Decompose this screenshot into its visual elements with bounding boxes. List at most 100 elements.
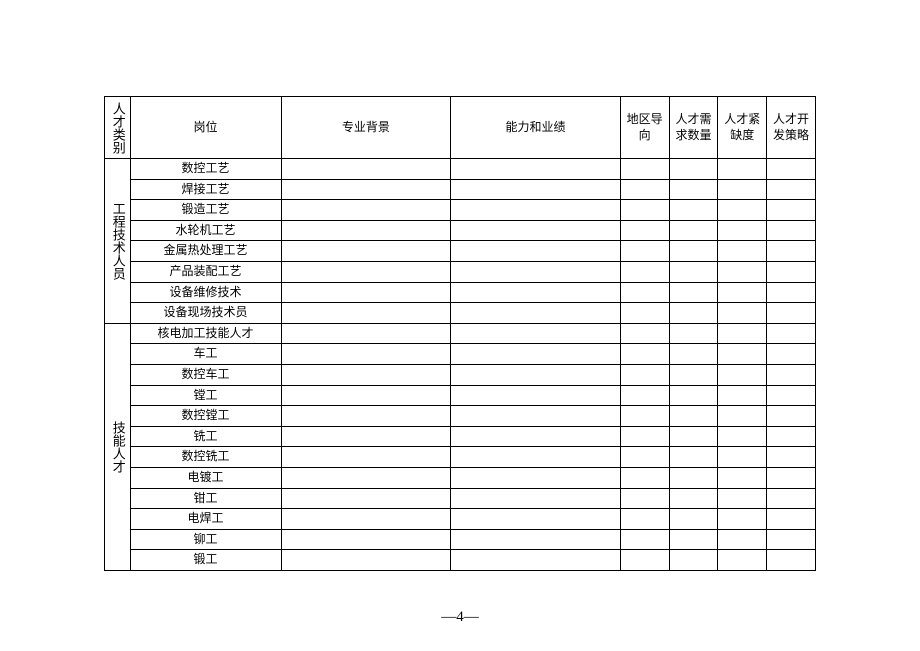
table-row: 数控铣工 (105, 447, 816, 468)
empty-cell (620, 220, 669, 241)
table-row: 电镀工 (105, 467, 816, 488)
empty-cell (718, 303, 767, 324)
category-cell: 工程技术人员 (105, 159, 131, 324)
empty-cell (669, 344, 718, 365)
empty-cell (767, 282, 816, 303)
empty-cell (718, 529, 767, 550)
col-performance: 能力和业绩 (451, 97, 621, 159)
empty-cell (767, 364, 816, 385)
table-row: 水轮机工艺 (105, 220, 816, 241)
position-cell: 电焊工 (130, 509, 281, 530)
table-row: 镗工 (105, 385, 816, 406)
empty-cell (620, 364, 669, 385)
table-row: 铆工 (105, 529, 816, 550)
empty-cell (451, 447, 621, 468)
empty-cell (451, 550, 621, 571)
empty-cell (718, 159, 767, 180)
empty-cell (281, 364, 451, 385)
empty-cell (451, 303, 621, 324)
empty-cell (451, 509, 621, 530)
position-cell: 数控工艺 (130, 159, 281, 180)
position-cell: 金属热处理工艺 (130, 241, 281, 262)
empty-cell (281, 323, 451, 344)
empty-cell (718, 467, 767, 488)
empty-cell (281, 261, 451, 282)
empty-cell (669, 364, 718, 385)
position-cell: 铆工 (130, 529, 281, 550)
position-cell: 铣工 (130, 426, 281, 447)
table-row: 设备现场技术员 (105, 303, 816, 324)
empty-cell (669, 200, 718, 221)
empty-cell (451, 488, 621, 509)
table-row: 金属热处理工艺 (105, 241, 816, 262)
empty-cell (767, 550, 816, 571)
position-cell: 水轮机工艺 (130, 220, 281, 241)
empty-cell (281, 179, 451, 200)
empty-cell (767, 200, 816, 221)
table-row: 设备维修技术 (105, 282, 816, 303)
empty-cell (767, 241, 816, 262)
empty-cell (767, 426, 816, 447)
empty-cell (767, 385, 816, 406)
empty-cell (620, 509, 669, 530)
table-row: 车工 (105, 344, 816, 365)
empty-cell (451, 467, 621, 488)
empty-cell (718, 241, 767, 262)
empty-cell (669, 220, 718, 241)
empty-cell (620, 426, 669, 447)
empty-cell (620, 447, 669, 468)
empty-cell (718, 200, 767, 221)
position-cell: 设备维修技术 (130, 282, 281, 303)
empty-cell (767, 261, 816, 282)
page-number: —4— (441, 609, 479, 626)
empty-cell (281, 467, 451, 488)
empty-cell (718, 509, 767, 530)
table-row: 工程技术人员数控工艺 (105, 159, 816, 180)
table-row: 锻工 (105, 550, 816, 571)
empty-cell (281, 550, 451, 571)
empty-cell (281, 282, 451, 303)
empty-cell (451, 220, 621, 241)
col-strategy: 人才开发策略 (767, 97, 816, 159)
empty-cell (718, 364, 767, 385)
empty-cell (620, 529, 669, 550)
empty-cell (620, 344, 669, 365)
empty-cell (281, 385, 451, 406)
empty-cell (669, 323, 718, 344)
empty-cell (620, 303, 669, 324)
position-cell: 钳工 (130, 488, 281, 509)
position-cell: 数控铣工 (130, 447, 281, 468)
empty-cell (620, 488, 669, 509)
empty-cell (669, 179, 718, 200)
position-cell: 电镀工 (130, 467, 281, 488)
empty-cell (718, 282, 767, 303)
position-cell: 锻工 (130, 550, 281, 571)
empty-cell (451, 241, 621, 262)
empty-cell (669, 385, 718, 406)
empty-cell (718, 447, 767, 468)
position-cell: 核电加工技能人才 (130, 323, 281, 344)
empty-cell (451, 385, 621, 406)
empty-cell (669, 241, 718, 262)
empty-cell (281, 159, 451, 180)
empty-cell (451, 261, 621, 282)
category-cell: 技能人才 (105, 323, 131, 570)
empty-cell (620, 200, 669, 221)
table-row: 技能人才核电加工技能人才 (105, 323, 816, 344)
empty-cell (451, 529, 621, 550)
empty-cell (620, 241, 669, 262)
empty-cell (767, 159, 816, 180)
col-scarcity: 人才紧缺度 (718, 97, 767, 159)
col-background: 专业背景 (281, 97, 451, 159)
empty-cell (281, 509, 451, 530)
table-row: 产品装配工艺 (105, 261, 816, 282)
empty-cell (620, 550, 669, 571)
empty-cell (767, 467, 816, 488)
empty-cell (451, 282, 621, 303)
position-cell: 数控车工 (130, 364, 281, 385)
empty-cell (281, 447, 451, 468)
empty-cell (718, 261, 767, 282)
empty-cell (669, 303, 718, 324)
col-demand: 人才需求数量 (669, 97, 718, 159)
empty-cell (718, 426, 767, 447)
